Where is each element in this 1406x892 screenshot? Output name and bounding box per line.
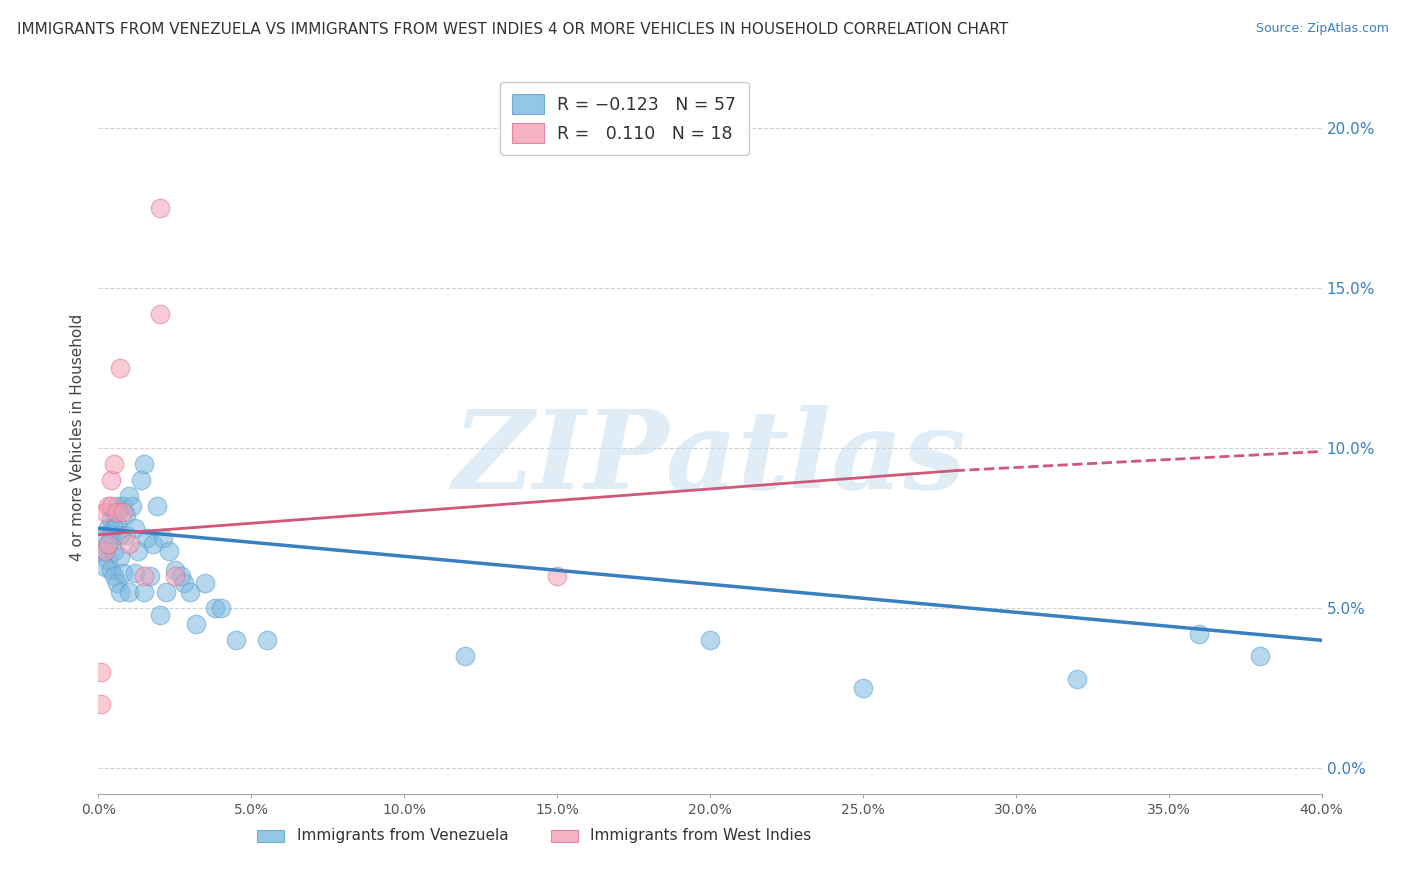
- Point: [145, 499, 167, 513]
- Point: [149, 201, 172, 215]
- Point: [90, 698, 112, 712]
- Point: [108, 527, 131, 541]
- Point: [1188, 627, 1211, 641]
- Point: [97, 537, 120, 551]
- Point: [97, 537, 120, 551]
- Point: [111, 566, 134, 580]
- Point: [1066, 672, 1088, 686]
- Point: [111, 499, 134, 513]
- Point: [103, 505, 125, 519]
- Point: [100, 499, 122, 513]
- Point: [256, 633, 278, 648]
- Point: [149, 307, 172, 321]
- Point: [142, 537, 165, 551]
- Point: [204, 601, 226, 615]
- Point: [1249, 649, 1271, 664]
- Point: [163, 563, 186, 577]
- Point: [97, 553, 120, 567]
- Point: [115, 508, 138, 523]
- Point: [93, 559, 115, 574]
- Point: [118, 537, 141, 551]
- Point: [170, 569, 193, 583]
- Bar: [551, 830, 578, 842]
- Point: [157, 543, 180, 558]
- Point: [699, 633, 721, 648]
- Point: [118, 489, 141, 503]
- Point: [127, 543, 149, 558]
- Point: [134, 585, 156, 599]
- Text: IMMIGRANTS FROM VENEZUELA VS IMMIGRANTS FROM WEST INDIES 4 OR MORE VEHICLES IN H: IMMIGRANTS FROM VENEZUELA VS IMMIGRANTS …: [17, 22, 1008, 37]
- Point: [105, 505, 128, 519]
- Point: [163, 569, 186, 583]
- Point: [93, 543, 115, 558]
- Point: [134, 569, 156, 583]
- Point: [105, 518, 128, 533]
- Point: [454, 649, 477, 664]
- Point: [134, 457, 156, 471]
- Point: [546, 569, 568, 583]
- Legend: R = −0.123   N = 57, R =   0.110   N = 18: R = −0.123 N = 57, R = 0.110 N = 18: [501, 82, 748, 155]
- Point: [97, 499, 120, 513]
- Point: [100, 563, 122, 577]
- Point: [111, 505, 134, 519]
- Point: [121, 499, 143, 513]
- Point: [136, 531, 159, 545]
- Point: [105, 499, 128, 513]
- Y-axis label: 4 or more Vehicles in Household: 4 or more Vehicles in Household: [70, 313, 86, 561]
- Point: [103, 569, 125, 583]
- Point: [108, 550, 131, 565]
- Point: [155, 585, 177, 599]
- Point: [173, 575, 195, 590]
- Point: [124, 566, 146, 580]
- Text: ZIPatlas: ZIPatlas: [453, 405, 967, 512]
- Point: [129, 473, 152, 487]
- Point: [118, 585, 141, 599]
- Point: [100, 527, 122, 541]
- Point: [100, 511, 122, 525]
- Point: [108, 361, 131, 376]
- Point: [209, 601, 232, 615]
- Point: [93, 505, 115, 519]
- Point: [103, 521, 125, 535]
- Point: [90, 543, 112, 558]
- Point: [225, 633, 247, 648]
- Point: [103, 457, 125, 471]
- Text: Immigrants from West Indies: Immigrants from West Indies: [591, 829, 811, 844]
- Point: [97, 521, 120, 535]
- Point: [93, 527, 115, 541]
- Point: [105, 575, 128, 590]
- Point: [852, 681, 875, 696]
- Point: [93, 543, 115, 558]
- Point: [103, 543, 125, 558]
- Bar: [257, 830, 284, 842]
- Point: [179, 585, 201, 599]
- Point: [186, 617, 208, 632]
- Point: [124, 521, 146, 535]
- Point: [108, 585, 131, 599]
- Point: [100, 473, 122, 487]
- Point: [90, 665, 112, 680]
- Point: [139, 569, 162, 583]
- Point: [152, 531, 174, 545]
- Text: Immigrants from Venezuela: Immigrants from Venezuela: [297, 829, 508, 844]
- Point: [194, 575, 217, 590]
- Point: [149, 607, 172, 622]
- Point: [115, 527, 138, 541]
- Text: Source: ZipAtlas.com: Source: ZipAtlas.com: [1256, 22, 1389, 36]
